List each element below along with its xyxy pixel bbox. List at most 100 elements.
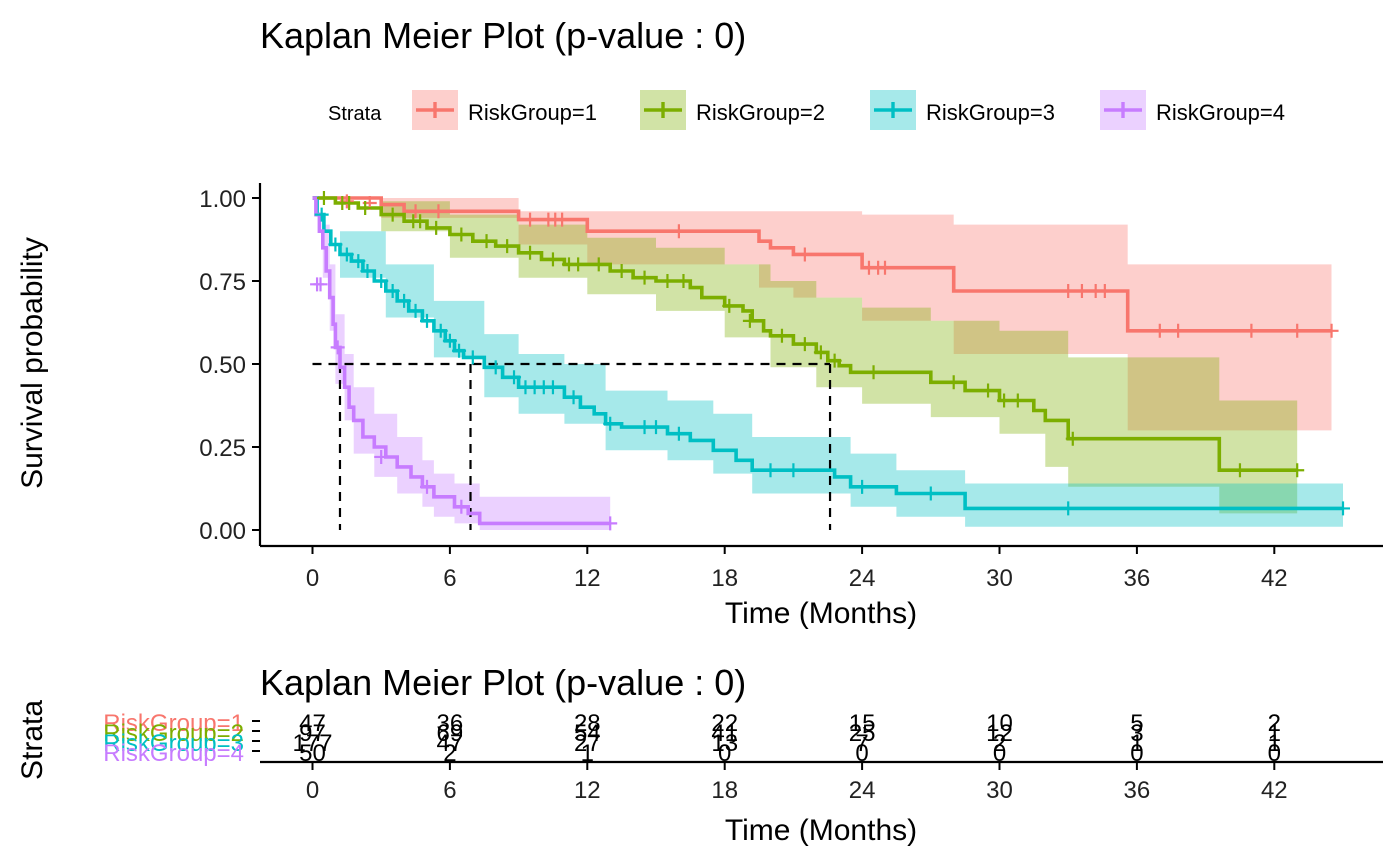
risk-table-cell: 2 <box>443 740 456 767</box>
legend-title: Strata <box>328 103 382 125</box>
censor-mark <box>408 303 423 318</box>
censor-mark <box>351 254 366 269</box>
censor-mark <box>374 449 389 464</box>
risk-table-x-tick-label: 36 <box>1124 777 1151 804</box>
censor-mark <box>1010 393 1025 408</box>
survival-curve-2 <box>312 196 1298 472</box>
censor-mark <box>1097 283 1112 298</box>
censor-mark <box>523 245 538 260</box>
risk-table-cell: 47 <box>437 730 464 757</box>
risk-table-cell: 54 <box>574 720 601 747</box>
main-axes: 0 6 12 18 24 30 36 42 0.00 0.25 0.50 0.75 1.00 <box>199 183 1383 592</box>
ci-band-3 <box>312 198 1343 527</box>
censor-mark <box>1290 323 1305 338</box>
risk-table-cell: 15 <box>849 710 876 737</box>
censor-mark <box>433 323 448 338</box>
censor-mark <box>566 390 581 405</box>
risk-table-x-tick-label: 6 <box>443 777 456 804</box>
plot-title: Kaplan Meier Plot (p-value : 0) <box>260 15 746 56</box>
censor-mark <box>479 234 494 249</box>
x-tick-label: 30 <box>986 565 1013 592</box>
censor-mark <box>866 365 881 380</box>
censor-mark <box>397 293 412 308</box>
x-tick-label: 0 <box>306 565 319 592</box>
y-tick-label: 0.75 <box>199 269 246 296</box>
censor-mark <box>1324 323 1339 338</box>
censor-mark <box>774 328 789 343</box>
risk-table-y-label: Strata <box>16 700 49 780</box>
legend-label-1: RiskGroup=1 <box>468 100 597 125</box>
censor-mark <box>454 227 469 242</box>
censor-mark <box>454 499 469 514</box>
censor-mark <box>671 426 686 441</box>
y-tick-label: 1.00 <box>199 186 246 213</box>
censor-mark <box>523 212 538 227</box>
censor-mark <box>328 237 343 252</box>
censor-mark <box>316 191 331 205</box>
risk-table-cell: 41 <box>711 720 738 747</box>
risk-table-cell: 0 <box>855 740 868 767</box>
survival-curve-1 <box>312 196 1332 333</box>
censor-mark <box>571 257 586 272</box>
censor-mark <box>1171 323 1186 338</box>
censor-mark <box>827 353 842 368</box>
censor-mark <box>339 247 354 262</box>
risk-table-cell: 1 <box>1268 720 1281 747</box>
risk-table-cell: 28 <box>574 710 601 737</box>
risk-table-cell: 5 <box>1130 710 1143 737</box>
censor-mark <box>314 207 329 222</box>
risk-table-cell: 27 <box>574 730 601 757</box>
y-tick-label: 0.25 <box>199 435 246 462</box>
censor-mark <box>488 360 503 375</box>
risk-table-x-tick-label: 0 <box>306 777 319 804</box>
x-tick-label: 12 <box>574 565 601 592</box>
censor-mark <box>671 224 686 239</box>
risk-table-cell: 7 <box>855 730 868 757</box>
censor-mark <box>603 516 618 531</box>
censor-mark <box>1290 463 1305 478</box>
median-survival-lines <box>312 362 832 530</box>
censor-mark <box>1244 323 1259 338</box>
censor-mark <box>452 343 467 358</box>
censor-mark <box>342 195 357 210</box>
y-axis-label: Survival probability <box>16 237 49 489</box>
censor-mark <box>442 333 457 348</box>
risk-table-cell: 10 <box>986 710 1013 737</box>
censor-mark <box>429 220 444 235</box>
censor-mark <box>1336 501 1350 516</box>
risk-table-cell: 97 <box>299 720 326 747</box>
censor-mark <box>649 420 663 435</box>
censor-mark <box>507 370 522 385</box>
censor-mark <box>431 204 446 219</box>
censor-mark <box>555 212 570 227</box>
legend-line-3 <box>874 102 912 118</box>
censor-mark <box>742 313 757 328</box>
censor-mark <box>1232 463 1247 478</box>
censor-mark <box>763 463 778 478</box>
legend-line-2 <box>644 102 682 118</box>
risk-table-x-tick-label: 30 <box>986 777 1013 804</box>
risk-table-cell: 0 <box>993 740 1006 767</box>
censor-mark <box>385 283 400 298</box>
censor-mark <box>722 298 737 313</box>
risk-table-cell: 2 <box>1268 710 1281 737</box>
censor-mark <box>813 345 828 360</box>
x-tick-label: 6 <box>443 565 456 592</box>
risk-table-cell: 69 <box>437 720 464 747</box>
censor-mark <box>1065 431 1080 446</box>
censor-mark <box>1061 283 1076 298</box>
x-tick-label: 24 <box>849 565 876 592</box>
censor-mark <box>878 260 892 275</box>
censor-mark <box>385 207 400 222</box>
legend-label-3: RiskGroup=3 <box>926 100 1055 125</box>
survival-curve-4 <box>312 196 611 526</box>
legend-label-4: RiskGroup=4 <box>1156 100 1285 125</box>
censor-mark <box>500 239 515 254</box>
risk-table-row-label-1: RiskGroup=1 <box>103 710 244 737</box>
censor-mark <box>420 479 434 494</box>
censor-mark <box>420 313 434 328</box>
risk-table-cell: 47 <box>299 710 326 737</box>
censor-mark <box>797 247 812 262</box>
censor-mark <box>660 274 675 288</box>
legend: Strata RiskGroup=1 RiskGroup=2 RiskGroup=3… <box>328 90 1285 130</box>
